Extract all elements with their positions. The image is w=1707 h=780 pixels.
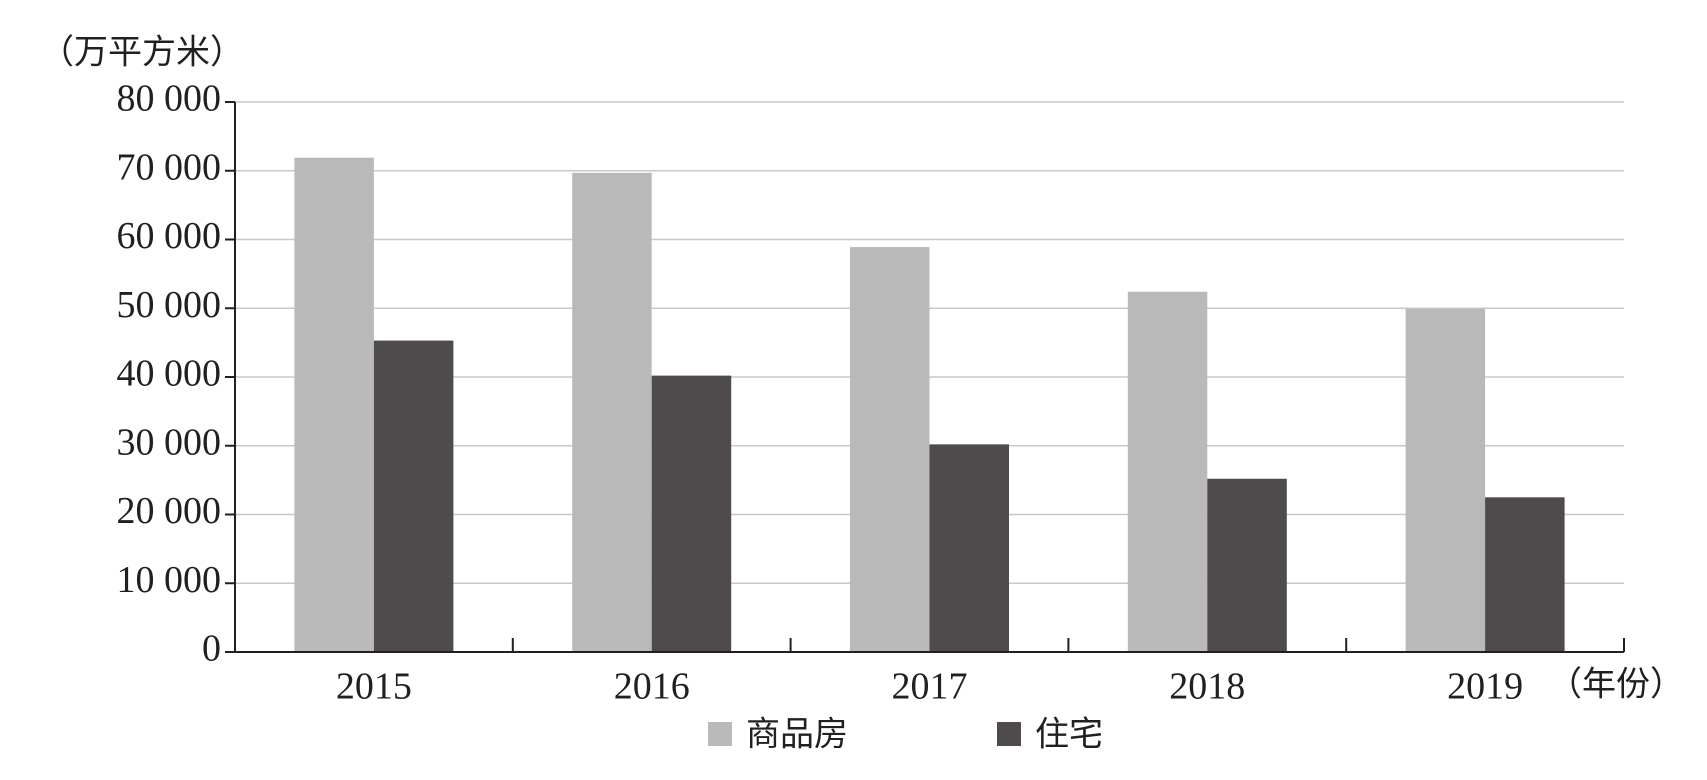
bar xyxy=(1485,497,1565,652)
y-tick-label: 50 000 xyxy=(117,284,222,326)
y-tick-label: 40 000 xyxy=(117,353,222,395)
x-tick-label: 2016 xyxy=(614,666,690,708)
legend-swatch xyxy=(997,722,1021,746)
y-tick-label: 70 000 xyxy=(117,146,222,188)
y-tick-label: 0 xyxy=(202,628,221,670)
bar xyxy=(294,157,374,652)
y-tick-label: 20 000 xyxy=(117,490,222,532)
y-tick-label: 60 000 xyxy=(117,215,222,257)
y-tick-label: 30 000 xyxy=(117,421,222,463)
bar xyxy=(850,247,930,652)
x-tick-label: 2015 xyxy=(336,666,412,708)
bar xyxy=(373,340,454,652)
y-axis-label: （万平方米） xyxy=(40,33,244,73)
bar xyxy=(1127,291,1208,652)
bar xyxy=(1207,478,1287,652)
y-tick-label: 10 000 xyxy=(117,559,222,601)
x-tick-label: 2017 xyxy=(892,666,968,708)
bar xyxy=(572,172,652,652)
x-tick-label: 2018 xyxy=(1169,666,1245,708)
bar xyxy=(651,375,732,652)
bar xyxy=(1405,308,1486,652)
bar xyxy=(929,444,1009,652)
x-axis-label: （年份） xyxy=(1548,665,1684,705)
legend-label: 商品房 xyxy=(746,715,848,755)
legend-swatch xyxy=(708,722,732,746)
legend-label: 住宅 xyxy=(1035,715,1103,755)
x-tick-label: 2019 xyxy=(1447,666,1523,708)
y-tick-label: 80 000 xyxy=(117,78,222,120)
